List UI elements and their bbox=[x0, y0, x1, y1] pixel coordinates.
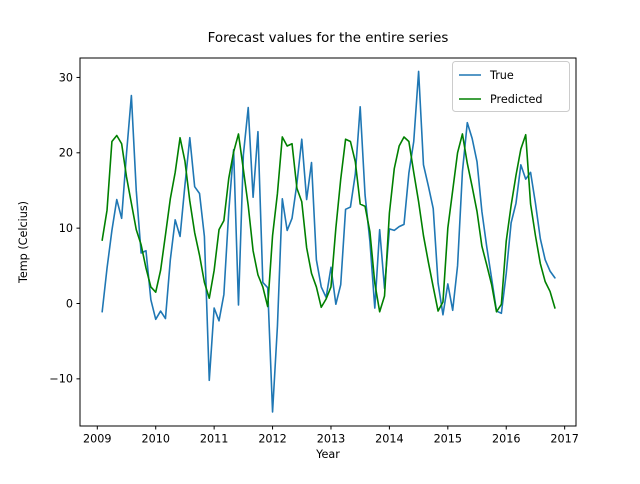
y-tick-label: 0 bbox=[66, 297, 73, 310]
y-tick-label: 10 bbox=[59, 222, 73, 235]
x-tick-label: 2011 bbox=[200, 433, 228, 446]
x-tick-label: 2017 bbox=[550, 433, 578, 446]
legend-label-predicted: Predicted bbox=[490, 93, 543, 106]
y-tick-label: 20 bbox=[59, 147, 73, 160]
y-tick-label: 30 bbox=[59, 71, 73, 84]
legend: True Predicted bbox=[452, 61, 570, 112]
y-axis-ticks: −10 0 10 20 30 bbox=[49, 71, 80, 386]
data-series bbox=[101, 70, 556, 413]
y-tick-label: −10 bbox=[49, 373, 73, 386]
x-axis-ticks: 2009 2010 2011 2012 2013 2014 2015 2016 2017 bbox=[83, 426, 579, 446]
x-tick-label: 2013 bbox=[317, 433, 345, 446]
x-tick-label: 2016 bbox=[492, 433, 520, 446]
x-tick-label: 2012 bbox=[258, 433, 286, 446]
legend-box bbox=[452, 61, 570, 112]
legend-label-true: True bbox=[489, 69, 514, 82]
x-tick-label: 2014 bbox=[375, 433, 403, 446]
predicted-line bbox=[101, 133, 556, 313]
x-tick-label: 2010 bbox=[141, 433, 169, 446]
x-tick-label: 2015 bbox=[434, 433, 462, 446]
plot-area-border bbox=[79, 57, 577, 427]
chart-title: Forecast values for the entire series bbox=[208, 31, 449, 46]
y-axis-label: Temp (Celcius) bbox=[17, 201, 30, 284]
true-line bbox=[101, 70, 556, 413]
x-tick-label: 2009 bbox=[83, 433, 111, 446]
x-axis-label: Year bbox=[315, 448, 340, 461]
